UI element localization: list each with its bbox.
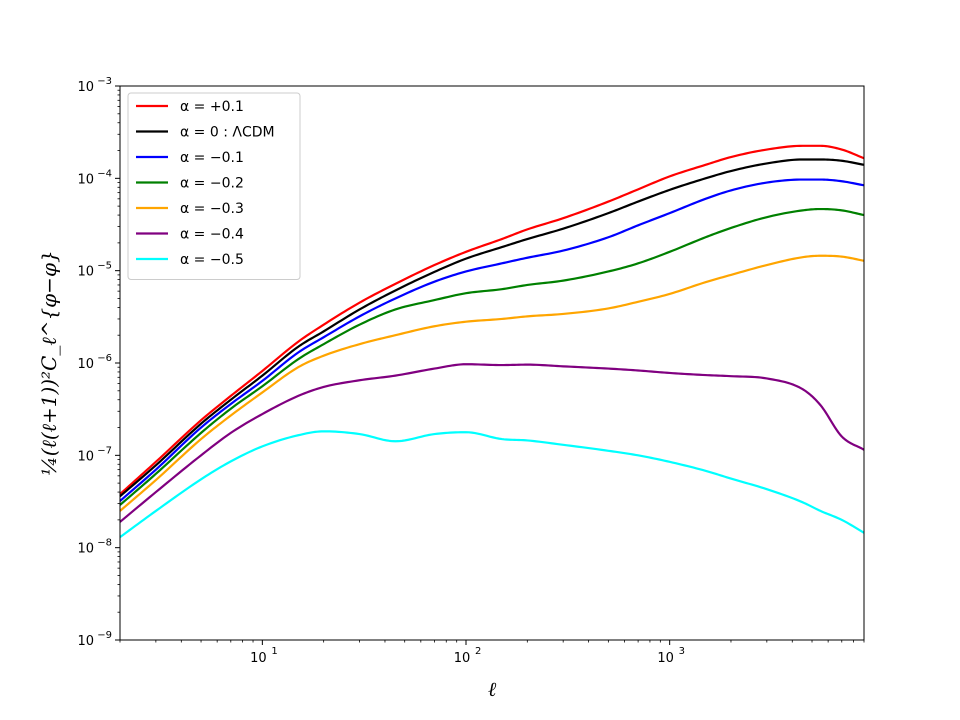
x-tick-label: 10 (657, 651, 674, 666)
legend-label-1: α = 0 : ΛCDM (180, 125, 275, 141)
x-tick-label-exponent: 1 (271, 646, 277, 657)
series-line-0 (119, 144, 865, 495)
y-tick-label: 10 (77, 634, 94, 649)
y-tick-label: 10 (77, 542, 94, 557)
y-tick-label: 10 (77, 80, 94, 95)
legend-label-6: α = −0.5 (180, 252, 244, 268)
series-line-2 (119, 178, 865, 502)
y-axis-label: ¼(ℓ(ℓ+1))²C_ℓ^{φ−φ} (37, 250, 61, 475)
y-tick-label-exponent: −6 (97, 353, 112, 364)
series-line-1 (119, 158, 865, 498)
x-tick-label: 10 (250, 651, 267, 666)
legend-label-3: α = −0.2 (180, 176, 244, 192)
y-axis-label-group: ¼(ℓ(ℓ+1))²C_ℓ^{φ−φ} (37, 250, 61, 475)
series-line-6 (119, 430, 865, 539)
y-tick-label: 10 (77, 449, 94, 464)
y-tick-label-exponent: −4 (97, 168, 112, 179)
legend-label-2: α = −0.1 (180, 150, 244, 166)
series-line-3 (119, 207, 865, 506)
y-tick-label: 10 (77, 357, 94, 372)
legend-label-5: α = −0.4 (180, 227, 244, 243)
legend-label-4: α = −0.3 (180, 201, 244, 217)
y-tick-label-exponent: −7 (97, 445, 112, 456)
series-line-5 (119, 363, 865, 523)
plot-frame (119, 85, 865, 641)
legend: α = +0.1 α = 0 : ΛCDM α = −0.1 α = −0.2 α = … (127, 92, 301, 280)
x-tick-label-exponent: 2 (475, 646, 481, 657)
y-tick-label-exponent: −8 (97, 538, 112, 549)
x-tick-label: 10 (454, 651, 471, 666)
legend-label-0: α = +0.1 (180, 99, 244, 115)
y-tick-label: 10 (77, 172, 94, 187)
series-layer (119, 144, 865, 539)
y-tick-label: 10 (77, 265, 94, 280)
x-axis-label: ℓ (488, 677, 497, 701)
y-tick-label-exponent: −9 (97, 630, 112, 641)
y-tick-label-exponent: −5 (97, 261, 112, 272)
series-line-4 (119, 254, 865, 512)
legend-box (127, 92, 301, 280)
y-tick-label-exponent: −3 (97, 76, 112, 87)
x-tick-label-exponent: 3 (679, 646, 685, 657)
ticks-layer: 10 −910 −810 −710 −610 −510 −410 −310 1 10 2 10 3 (77, 76, 865, 666)
